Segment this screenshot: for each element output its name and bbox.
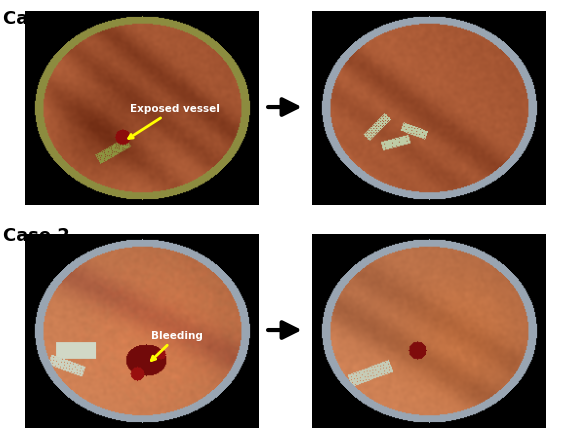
Text: Bleeding: Bleeding bbox=[151, 330, 203, 360]
Text: Exposed vessel: Exposed vessel bbox=[129, 103, 220, 138]
Text: Case 1: Case 1 bbox=[3, 10, 70, 28]
Text: Case 2: Case 2 bbox=[3, 227, 70, 245]
